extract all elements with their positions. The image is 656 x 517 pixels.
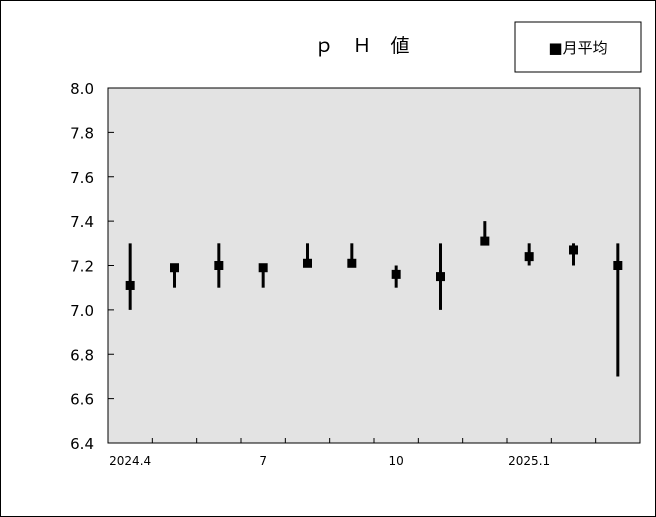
mean-marker <box>613 261 623 270</box>
y-tick-label: 7.8 <box>70 124 94 142</box>
mean-marker <box>524 252 534 262</box>
mean-marker <box>347 258 357 268</box>
mean-marker <box>214 261 224 270</box>
mean-marker <box>480 236 490 246</box>
x-tick-label: 2024.4 <box>109 454 151 468</box>
mean-marker <box>391 269 401 279</box>
mean-marker <box>125 280 135 290</box>
legend-box <box>514 21 642 73</box>
x-tick-label: 7 <box>259 454 267 468</box>
x-tick-label: 2025.1 <box>508 454 550 468</box>
y-tick-label: 7.4 <box>70 213 94 231</box>
y-tick-label: 6.4 <box>70 435 94 453</box>
mean-marker <box>303 258 312 268</box>
y-tick-label: 8.0 <box>70 80 94 98</box>
mean-marker <box>569 245 578 255</box>
y-tick-label: 7.6 <box>70 169 94 187</box>
y-tick-label: 7.2 <box>70 258 94 276</box>
legend-label: ■月平均 <box>548 39 607 57</box>
y-tick-label: 6.6 <box>70 391 94 409</box>
x-axis: 2024.4 7 10 2025.1 <box>107 438 641 468</box>
legend: ■月平均 <box>514 21 642 73</box>
chart-title: ｐ Ｈ 値 <box>314 35 409 57</box>
x-tick-label: 10 <box>389 454 404 468</box>
y-tick-label: 6.8 <box>70 346 94 364</box>
y-tick-label: 7.0 <box>70 302 94 320</box>
mean-marker <box>436 272 445 282</box>
mean-marker <box>170 263 179 273</box>
data-marks <box>125 221 623 377</box>
mean-marker <box>258 263 268 273</box>
plot-area <box>107 87 641 444</box>
y-axis: 6.4 6.6 6.8 7.0 7.2 7.4 7.6 7.8 8.0 <box>70 80 114 453</box>
